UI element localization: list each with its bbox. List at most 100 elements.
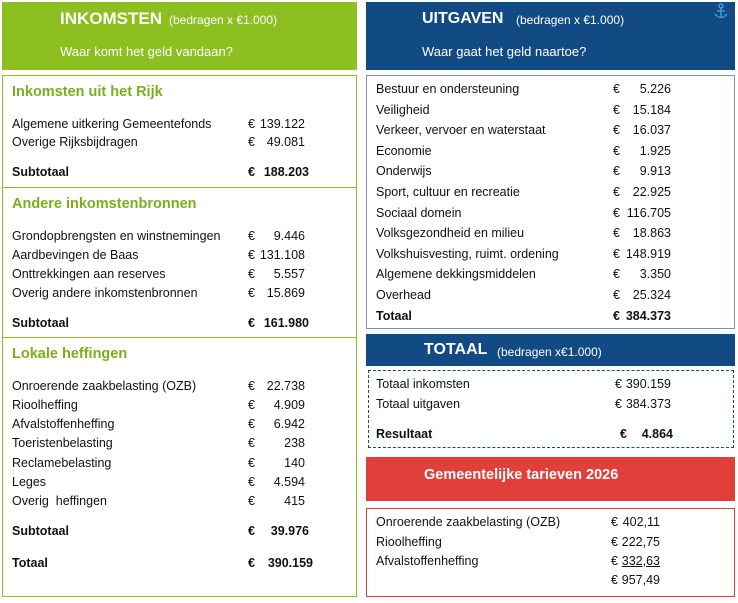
expenses-header — [366, 2, 735, 70]
currency-sign: € — [611, 573, 618, 587]
amount: 15.869 — [266, 286, 305, 300]
expenses-box — [366, 75, 735, 329]
row-label: Aardbevingen de Baas — [12, 248, 139, 262]
currency-sign: € — [248, 556, 255, 570]
currency-sign: € — [248, 456, 255, 470]
header-unit: (bedragen x€1.000) — [497, 345, 602, 359]
amount: 384.373 — [625, 309, 671, 323]
subtotal-label: Subtotaal — [12, 165, 69, 179]
amount: 9.913 — [639, 164, 671, 179]
currency-sign: € — [611, 534, 618, 549]
amount: 332,63 — [621, 554, 660, 568]
currency-sign: € — [613, 288, 620, 302]
income-box — [2, 337, 357, 597]
subtotal-label: Subtotaal — [12, 524, 69, 538]
amount: 4.594 — [273, 475, 305, 489]
amount: 39.976 — [270, 524, 309, 538]
amount: 384.373 — [625, 397, 671, 411]
currency-sign: € — [248, 229, 255, 243]
currency-sign: € — [248, 524, 255, 538]
amount: 25.324 — [632, 288, 671, 302]
row-label: Sociaal domein — [376, 205, 462, 220]
header-title: Gemeentelijke tarieven 2026 — [424, 467, 619, 483]
currency-sign: € — [248, 379, 255, 393]
section-heading: Lokale heffingen — [12, 346, 128, 362]
anchor-icon — [714, 3, 728, 19]
tariffs-header — [366, 457, 735, 501]
currency-sign: € — [613, 226, 620, 241]
amount: 15.184 — [632, 102, 671, 117]
currency-sign: € — [613, 185, 620, 199]
currency-sign: € — [248, 286, 255, 300]
row-label: Overig heffingen — [12, 494, 107, 508]
currency-sign: € — [248, 248, 255, 262]
currency-sign: € — [613, 123, 620, 138]
currency-sign: € — [613, 143, 620, 158]
currency-sign: € — [613, 246, 620, 261]
amount: 116.705 — [626, 205, 671, 220]
currency-sign: € — [248, 494, 255, 508]
total-label: Totaal — [376, 309, 412, 323]
row-label: Economie — [376, 143, 432, 158]
amount: 16.037 — [632, 123, 671, 138]
row-label: Rioolheffing — [12, 398, 78, 412]
amount: 4.864 — [641, 427, 673, 441]
row-label: Afvalstoffenheffing — [376, 554, 479, 568]
row-label: Toeristenbelasting — [12, 436, 113, 450]
amount: 140 — [284, 456, 305, 470]
row-label: Leges — [12, 475, 47, 489]
row-label: Veiligheid — [376, 102, 430, 117]
currency-sign: € — [613, 267, 620, 282]
result-label: Resultaat — [376, 427, 433, 441]
currency-sign: € — [248, 417, 255, 431]
row-label: Rioolheffing — [376, 534, 442, 549]
amount: 3.350 — [639, 267, 671, 282]
amount: 131.108 — [259, 248, 305, 262]
currency-sign: € — [248, 316, 255, 330]
currency-sign: € — [615, 397, 622, 411]
amount: 957,49 — [621, 573, 660, 587]
amount: 4.909 — [273, 398, 305, 412]
row-label: Onroerende zaakbelasting (OZB) — [376, 515, 561, 529]
currency-sign: € — [248, 135, 255, 149]
amount: 139.122 — [259, 117, 305, 131]
currency-sign: € — [613, 82, 620, 96]
row-label: Verkeer, vervoer en waterstaat — [376, 123, 546, 138]
currency-sign: € — [613, 309, 620, 323]
header-title: UITGAVEN — [422, 10, 504, 27]
header-subtitle: Waar komt het geld vandaan? — [60, 44, 233, 59]
row-label: Sport, cultuur en recreatie — [376, 185, 520, 199]
amount: 22.925 — [632, 185, 671, 199]
row-label: Volkshuisvesting, ruimt. ordening — [376, 246, 559, 261]
row-label: Algemene dekkingsmiddelen — [376, 267, 536, 282]
amount: 18.863 — [632, 226, 671, 241]
header-subtitle: Waar gaat het geld naartoe? — [422, 44, 587, 59]
currency-sign: € — [620, 427, 627, 441]
header-unit: (bedragen x €1.000) — [516, 13, 625, 27]
amount: 22.738 — [266, 379, 305, 393]
amount: 49.081 — [266, 135, 305, 149]
currency-sign: € — [248, 436, 255, 450]
amount: 5.226 — [639, 82, 671, 96]
amount: 390.159 — [625, 377, 671, 391]
amount: 402,11 — [622, 515, 660, 529]
section-heading: Inkomsten uit het Rijk — [12, 84, 163, 100]
amount: 5.557 — [273, 267, 305, 281]
row-label: Volksgezondheid en milieu — [376, 226, 525, 241]
row-label: Totaal inkomsten — [376, 377, 470, 391]
subtotal-label: Subtotaal — [12, 316, 69, 330]
currency-sign: € — [615, 377, 622, 391]
currency-sign: € — [611, 554, 618, 568]
currency-sign: € — [248, 117, 255, 131]
currency-sign: € — [613, 164, 620, 179]
summary-header — [366, 334, 735, 366]
row-label: Bestuur en ondersteuning — [376, 82, 520, 96]
income-header — [2, 2, 357, 70]
row-label: Onttrekkingen aan reserves — [12, 267, 166, 281]
currency-sign: € — [248, 267, 255, 281]
header-title: TOTAAL — [424, 341, 488, 358]
section-heading: Andere inkomstenbronnen — [12, 196, 197, 212]
amount: 415 — [284, 494, 305, 508]
row-label: Overig andere inkomstenbronnen — [12, 286, 198, 300]
